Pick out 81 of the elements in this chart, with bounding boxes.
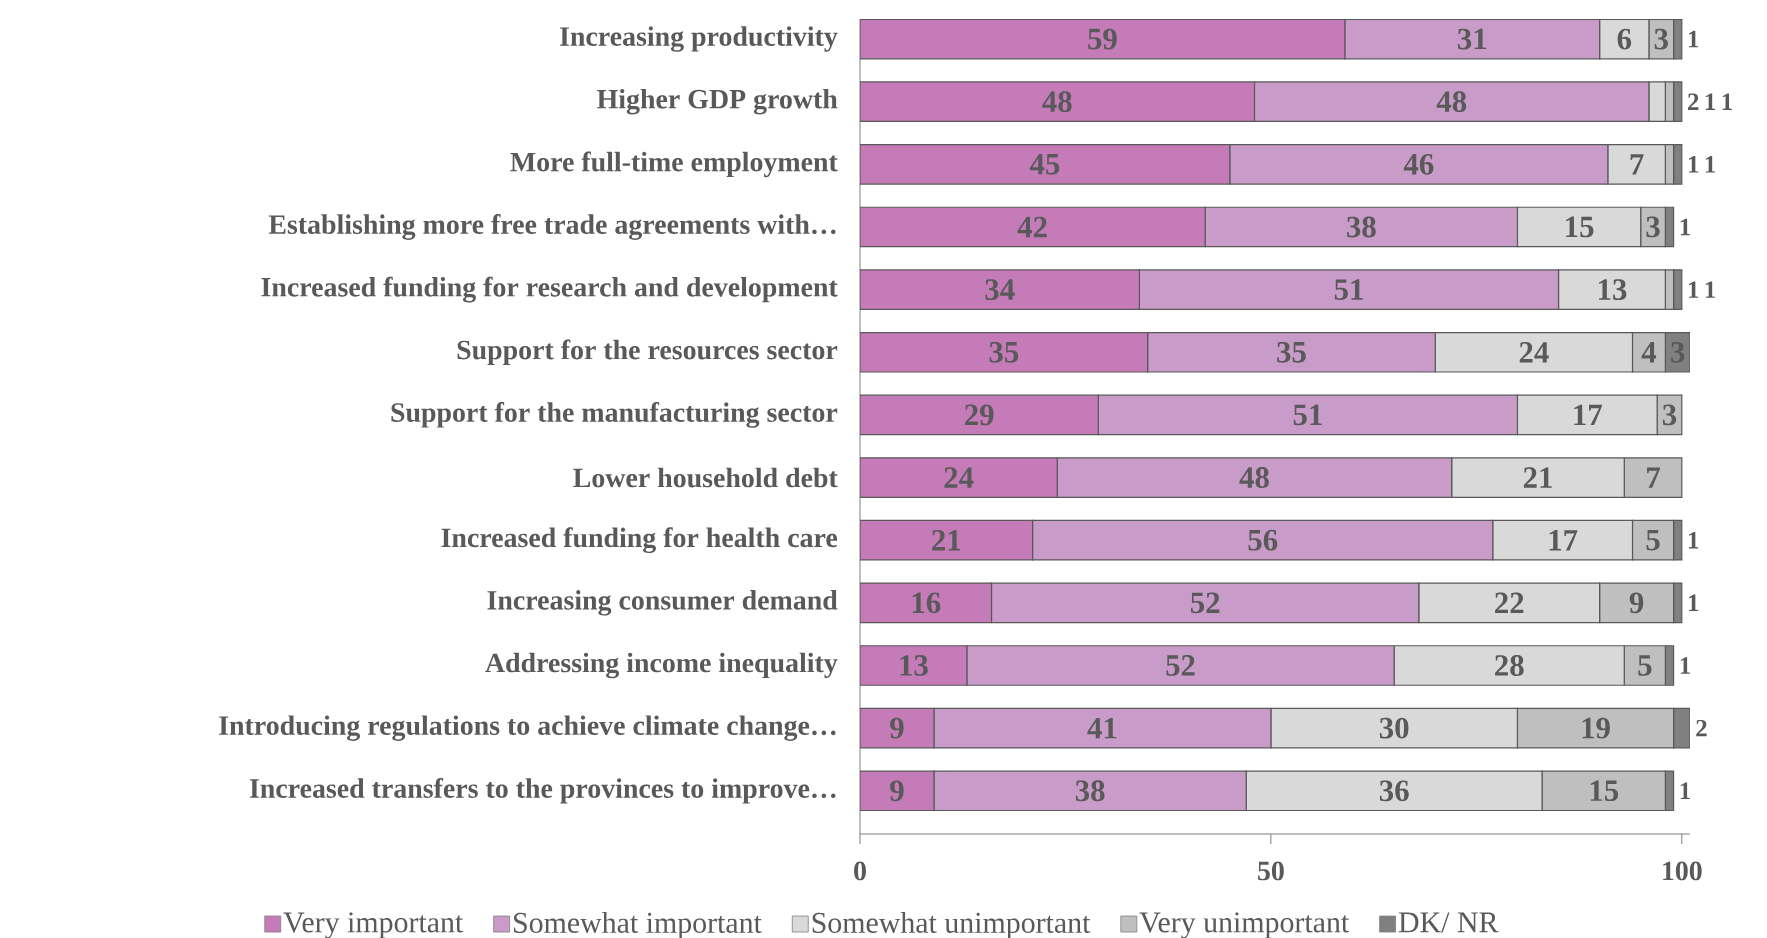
data-label: 51 <box>1293 404 1322 426</box>
data-label: 9 <box>890 717 904 739</box>
y-tick-label: Increasing productivity <box>560 26 838 52</box>
data-label: 35 <box>989 341 1019 363</box>
y-tick-label: Support for the manufacturing sector <box>391 402 838 428</box>
data-label: 1 <box>1680 218 1690 236</box>
x-tick-label: 100 <box>1663 861 1702 881</box>
data-label: 17 <box>1574 404 1602 426</box>
data-label: 1 <box>1689 156 1699 173</box>
data-label: 2 <box>1688 93 1699 110</box>
y-tick-label: Increased transfers to the provinces to improve… <box>249 778 836 804</box>
data-label: 9 <box>890 780 904 802</box>
y-tick-label: Higher GDP growth <box>597 88 838 115</box>
data-label: 3 <box>1662 404 1677 426</box>
data-label: 2 <box>1696 719 1707 737</box>
data-label: 30 <box>1379 717 1409 739</box>
data-label: 19 <box>1582 717 1610 739</box>
y-tick-label: Increasing consumer demand <box>487 590 838 616</box>
data-label: 24 <box>944 467 974 488</box>
data-label: 21 <box>932 529 961 551</box>
y-tick-label: Introducing regulations to achieve climate change… <box>219 715 836 741</box>
data-label: 21 <box>1523 467 1552 488</box>
data-label: 48 <box>1042 91 1072 113</box>
data-label: 3 <box>1646 216 1660 238</box>
data-label: 17 <box>1549 530 1578 551</box>
data-label: 45 <box>1029 154 1060 175</box>
data-label: 1 <box>1705 281 1716 298</box>
legend-label: Very important <box>283 912 464 938</box>
data-label: 38 <box>1347 216 1376 238</box>
data-label: 56 <box>1248 529 1278 551</box>
data-label: 1 <box>1689 594 1699 612</box>
y-tick-label: Establishing more free trade agreements with… <box>268 214 836 240</box>
data-label: 13 <box>900 655 928 676</box>
data-label: 28 <box>1495 655 1524 676</box>
legend-label: DK/ NR <box>1398 912 1499 933</box>
data-label: 52 <box>1190 592 1220 614</box>
data-label: 5 <box>1638 655 1652 676</box>
data-label: 1 <box>1705 93 1716 110</box>
y-tick-label: Increased funding for research and development <box>261 276 838 303</box>
y-tick-label: Support for the resources sector <box>457 339 838 366</box>
data-label: 9 <box>1629 592 1644 614</box>
y-tick-label: Lower household debt <box>573 467 838 488</box>
data-label: 48 <box>1239 467 1269 488</box>
y-tick-label: More full-time employment <box>510 151 838 178</box>
data-label: 22 <box>1495 592 1524 614</box>
data-label: 6 <box>1617 28 1632 50</box>
data-label: 1 <box>1689 30 1699 48</box>
legend-label: Very unimportant <box>1139 912 1350 938</box>
data-label: 4 <box>1641 342 1657 363</box>
data-label: 34 <box>985 279 1015 300</box>
x-tick-label: 0 <box>854 861 866 881</box>
data-label: 7 <box>1630 154 1644 175</box>
data-label: 29 <box>965 404 994 426</box>
data-label: 5 <box>1646 529 1660 551</box>
data-label: 7 <box>1647 467 1661 488</box>
data-label: 41 <box>1087 717 1117 739</box>
y-tick-label: Increased funding for health care <box>441 527 838 554</box>
data-label: 13 <box>1598 279 1627 300</box>
data-label: 24 <box>1519 342 1549 363</box>
data-label: 46 <box>1403 153 1434 175</box>
x-tick-label: 50 <box>1258 861 1284 881</box>
data-label: 38 <box>1075 780 1105 802</box>
data-label: 1 <box>1680 782 1690 799</box>
data-label: 42 <box>1017 216 1047 238</box>
data-label: 36 <box>1379 780 1409 802</box>
y-tick-label: Addressing income inequality <box>485 652 838 679</box>
data-label: 52 <box>1166 655 1195 676</box>
data-label: 31 <box>1457 28 1487 50</box>
data-label: 51 <box>1334 279 1363 300</box>
data-label: 1 <box>1680 657 1690 674</box>
data-label: 1 <box>1705 156 1716 173</box>
data-label: 15 <box>1566 216 1594 238</box>
data-label: 15 <box>1590 780 1619 802</box>
data-label: 1 <box>1722 93 1732 110</box>
data-label: 16 <box>912 592 941 614</box>
data-label: 1 <box>1689 531 1699 549</box>
data-label: 3 <box>1654 28 1668 50</box>
data-label: 59 <box>1088 28 1117 50</box>
data-label: 48 <box>1436 91 1467 113</box>
data-label: 1 <box>1689 281 1699 298</box>
data-label: 35 <box>1277 341 1306 363</box>
